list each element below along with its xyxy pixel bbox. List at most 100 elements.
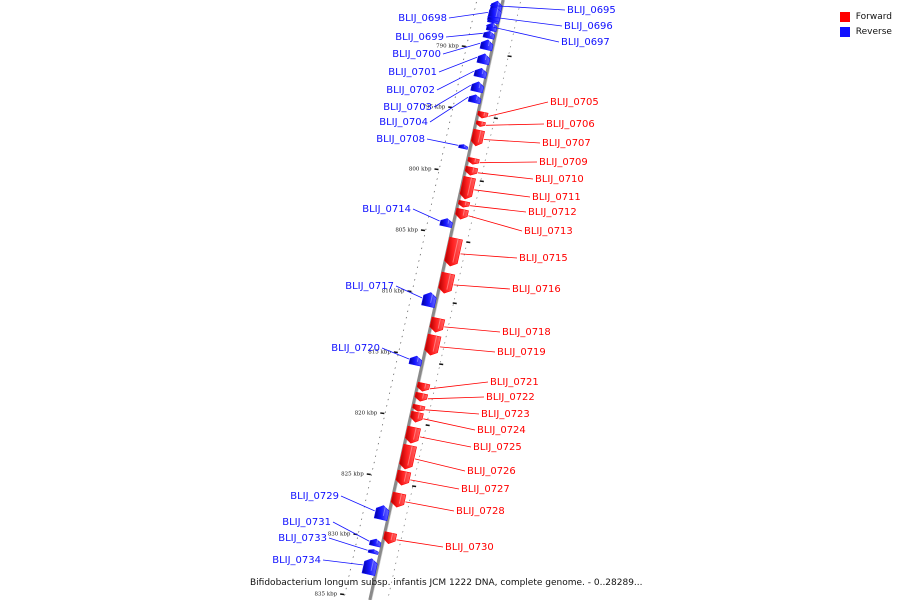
- gene-label-blij_0711[interactable]: BLIJ_0711: [532, 192, 581, 203]
- gene-arrow-blij_0700[interactable]: [479, 39, 494, 52]
- ruler-tick-minor: [458, 279, 460, 281]
- gene-label-blij_0703[interactable]: BLIJ_0703: [383, 102, 432, 113]
- gene-arrow-blij_0708[interactable]: [458, 144, 469, 150]
- gene-arrow-blij_0710[interactable]: [464, 165, 479, 176]
- gene-label-blij_0727[interactable]: BLIJ_0727: [461, 484, 510, 495]
- gene-label-blij_0723[interactable]: BLIJ_0723: [481, 409, 530, 420]
- gene-label-blij_0698[interactable]: BLIJ_0698: [398, 13, 447, 24]
- gene-arrow-blij_0714[interactable]: [439, 218, 453, 229]
- gene-arrow-blij_0728[interactable]: [390, 491, 407, 508]
- gene-label-blij_0709[interactable]: BLIJ_0709: [539, 157, 588, 168]
- gene-label-blij_0719[interactable]: BLIJ_0719: [497, 347, 546, 358]
- gene-arrow-blij_0703[interactable]: [470, 81, 485, 94]
- ruler-tick-minor: [400, 537, 402, 539]
- gene-arrow-blij_0701[interactable]: [476, 53, 491, 66]
- gene-arrow-blij_0717[interactable]: [421, 292, 437, 309]
- gene-label-blij_0700[interactable]: BLIJ_0700: [392, 49, 441, 60]
- leader-line: [468, 215, 523, 232]
- ruler-tick-minor: [465, 247, 467, 250]
- gene-arrow-blij_0720[interactable]: [408, 355, 423, 367]
- leader-line: [433, 84, 472, 108]
- ruler-tick-minor: [467, 39, 469, 42]
- gene-arrow-blij_0724[interactable]: [410, 410, 424, 423]
- gene-label-blij_0708[interactable]: BLIJ_0708: [376, 134, 425, 145]
- gene-label-blij_0730[interactable]: BLIJ_0730: [445, 542, 494, 553]
- gene-label-blij_0696[interactable]: BLIJ_0696: [564, 21, 613, 32]
- gene-arrow-blij_0712[interactable]: [457, 199, 471, 208]
- gene-label-blij_0726[interactable]: BLIJ_0726: [467, 466, 516, 477]
- gene-label-blij_0706[interactable]: BLIJ_0706: [546, 119, 595, 130]
- gene-arrow-blij_0704[interactable]: [467, 94, 482, 105]
- gene-highlight: [484, 54, 488, 61]
- gene-label-blij_0729[interactable]: BLIJ_0729: [290, 491, 339, 502]
- gene-label-blij_0701[interactable]: BLIJ_0701: [388, 67, 437, 78]
- ruler-tick-minor: [352, 556, 354, 558]
- ruler-tick-minor: [442, 153, 444, 155]
- gene-label-blij_0718[interactable]: BLIJ_0718: [502, 327, 551, 338]
- gene-label-blij_0722[interactable]: BLIJ_0722: [486, 392, 535, 403]
- gene-arrow-blij_0722[interactable]: [414, 391, 429, 402]
- gene-label-blij_0714[interactable]: BLIJ_0714: [362, 204, 411, 215]
- leader-line: [436, 70, 475, 91]
- ruler-tick-minor: [415, 272, 417, 275]
- gene-arrow-blij_0733[interactable]: [367, 549, 379, 555]
- ruler-tick-minor: [417, 461, 419, 464]
- gene-label-blij_0717[interactable]: BLIJ_0717: [345, 281, 394, 292]
- gene-arrow-blij_0705[interactable]: [477, 110, 489, 119]
- gene-label-blij_0712[interactable]: BLIJ_0712: [528, 207, 577, 218]
- gene-arrow-blij_0698[interactable]: [487, 6, 502, 23]
- gene-label-blij_0699[interactable]: BLIJ_0699: [395, 32, 444, 43]
- gene-arrow-blij_0726[interactable]: [399, 443, 417, 470]
- gene-arrow-blij_0716[interactable]: [438, 271, 456, 294]
- gene-arrow-blij_0731[interactable]: [368, 538, 382, 548]
- gene-label-blij_0697[interactable]: BLIJ_0697: [561, 37, 610, 48]
- gene-arrow-blij_0707[interactable]: [470, 128, 485, 147]
- gene-highlight: [462, 209, 465, 216]
- gene-arrow-blij_0702[interactable]: [473, 67, 488, 79]
- gene-label-blij_0724[interactable]: BLIJ_0724: [477, 425, 526, 436]
- ruler-tick-minor: [380, 430, 382, 432]
- gene-label-blij_0734[interactable]: BLIJ_0734: [272, 555, 321, 566]
- gene-arrow-blij_0730[interactable]: [383, 531, 398, 545]
- gene-arrow-blij_0723[interactable]: [412, 403, 426, 412]
- ruler-tick-minor: [504, 71, 506, 73]
- ruler-tick-minor: [376, 449, 378, 451]
- gene-label-blij_0720[interactable]: BLIJ_0720: [331, 343, 380, 354]
- gene-label-blij_0702[interactable]: BLIJ_0702: [386, 85, 435, 96]
- gene-label-blij_0716[interactable]: BLIJ_0716: [512, 284, 561, 295]
- gene-arrow-blij_0725[interactable]: [404, 425, 421, 444]
- ruler-tick-minor: [471, 20, 473, 23]
- gene-label-blij_0731[interactable]: BLIJ_0731: [282, 517, 331, 528]
- gene-label-blij_0715[interactable]: BLIJ_0715: [519, 253, 568, 264]
- gene-label-blij_0710[interactable]: BLIJ_0710: [535, 174, 584, 185]
- gene-arrow-blij_0715[interactable]: [444, 236, 463, 267]
- position-ruler: 790 kbp 795 kbp 800 kbp 805 kbp 810 kbp 815 k…: [315, 1, 521, 598]
- gene-arrow-blij_0727[interactable]: [395, 469, 412, 486]
- gene-arrow-blij_0697[interactable]: [485, 22, 498, 33]
- gene-label-blij_0725[interactable]: BLIJ_0725: [473, 442, 522, 453]
- gene-arrow-blij_0711[interactable]: [459, 175, 476, 200]
- gene-highlight: [419, 405, 422, 410]
- gene-arrow-blij_0719[interactable]: [424, 333, 442, 356]
- gene-label-blij_0713[interactable]: BLIJ_0713: [524, 226, 573, 237]
- legend-item-forward: Forward: [839, 9, 892, 24]
- gene-arrow-blij_0709[interactable]: [467, 156, 480, 165]
- gene-label-blij_0728[interactable]: BLIJ_0728: [456, 506, 505, 517]
- gene-arrow-blij_0729[interactable]: [373, 505, 390, 522]
- gene-arrow-blij_0713[interactable]: [455, 207, 469, 220]
- gene-label-blij_0705[interactable]: BLIJ_0705: [550, 97, 599, 108]
- gene-arrow-blij_0706[interactable]: [475, 120, 486, 127]
- gene-label-blij_0721[interactable]: BLIJ_0721: [490, 377, 539, 388]
- gene-arrow-blij_0699[interactable]: [482, 30, 496, 40]
- ruler-tick-minor: [420, 449, 422, 451]
- ruler-tick-minor: [388, 392, 391, 395]
- gene-arrow-blij_0721[interactable]: [416, 381, 431, 392]
- gene-arrow-blij_0718[interactable]: [429, 316, 446, 333]
- gene-label-blij_0695[interactable]: BLIJ_0695: [567, 5, 616, 16]
- gene-arrow-blij_0734[interactable]: [361, 558, 378, 577]
- gene-label-blij_0733[interactable]: BLIJ_0733: [278, 533, 327, 544]
- gene-label-blij_0704[interactable]: BLIJ_0704: [379, 117, 428, 128]
- gene-label-blij_0707[interactable]: BLIJ_0707: [542, 138, 591, 149]
